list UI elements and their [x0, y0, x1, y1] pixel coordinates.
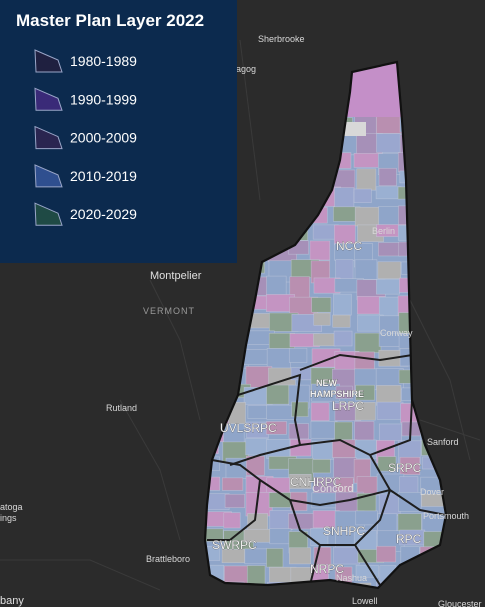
- town: [310, 402, 330, 422]
- legend-label: 1990-1999: [70, 91, 137, 107]
- place-label: ings: [0, 513, 17, 523]
- town: [378, 242, 401, 257]
- town: [335, 385, 353, 399]
- town: [266, 404, 295, 420]
- town: [354, 401, 376, 421]
- town: [334, 421, 353, 441]
- region-label: LRPC: [332, 399, 364, 413]
- town: [224, 493, 245, 508]
- town: [245, 438, 269, 456]
- legend-swatch: [34, 87, 63, 111]
- town: [332, 314, 351, 328]
- town: [205, 545, 221, 561]
- region-label: SRPC: [388, 461, 422, 475]
- region-label: RPC: [396, 532, 422, 546]
- town: [353, 188, 372, 203]
- background-roads: [0, 39, 481, 591]
- town: [377, 456, 397, 472]
- town: [245, 492, 273, 517]
- town: [266, 275, 287, 296]
- town: [334, 187, 355, 209]
- town: [310, 421, 338, 439]
- town: [313, 333, 337, 347]
- region-borders: [207, 353, 446, 586]
- place-label: VERMONT: [143, 306, 195, 316]
- legend-swatch: [34, 49, 63, 73]
- town: [288, 547, 312, 565]
- legend-title: Master Plan Layer 2022: [16, 11, 204, 30]
- place-label: Brattleboro: [146, 554, 190, 564]
- town: [291, 401, 309, 417]
- place-label: agog: [236, 64, 256, 74]
- town: [399, 456, 421, 475]
- place-label: Conway: [380, 328, 413, 338]
- place-label: Montpelier: [150, 270, 202, 282]
- town: [421, 493, 446, 507]
- town: [311, 492, 338, 509]
- place-label: Berlin: [372, 226, 395, 236]
- place-label: Rutland: [106, 403, 137, 413]
- place-label: atoga: [0, 502, 23, 512]
- legend-swatch: [34, 164, 63, 188]
- town: [377, 261, 402, 279]
- legend-label: 2020-2029: [70, 206, 137, 222]
- town: [223, 512, 241, 529]
- town: [376, 133, 401, 153]
- region-label: NRPC: [310, 562, 344, 576]
- region-label: UVLSRPC: [220, 421, 277, 435]
- place-label: Nashua: [336, 573, 367, 583]
- legend-label: 2010-2019: [70, 168, 137, 184]
- town: [333, 330, 353, 347]
- legend-swatch: [34, 202, 63, 226]
- town: [378, 167, 397, 187]
- legend-items: 1980-1989 1990-1999 2000-2009 2010-2019 2020…: [34, 49, 137, 226]
- place-label: Lowell: [352, 596, 378, 606]
- place-label: Dover: [420, 487, 444, 497]
- place-label: Sherbrooke: [258, 34, 305, 44]
- town: [205, 528, 224, 542]
- town: [221, 477, 244, 491]
- town: [355, 510, 378, 526]
- town: [376, 545, 397, 563]
- place-label: Sanford: [427, 437, 459, 447]
- town: [246, 565, 266, 586]
- town: [266, 548, 284, 568]
- legend-swatch: [34, 125, 63, 150]
- town: [355, 384, 375, 401]
- region-label: SNHPC: [323, 524, 365, 538]
- town: [269, 528, 292, 545]
- town: [288, 513, 317, 530]
- town: [354, 332, 382, 353]
- place-label: bany: [0, 595, 24, 607]
- legend-label: 2000-2009: [70, 130, 137, 146]
- town: [376, 401, 404, 420]
- town: [354, 259, 378, 280]
- town: [311, 297, 332, 313]
- town: [265, 421, 287, 435]
- town: [378, 423, 402, 442]
- town: [309, 240, 331, 261]
- town: [356, 168, 377, 191]
- town: [312, 459, 331, 474]
- state-label: NEW: [316, 378, 338, 388]
- legend: Master Plan Layer 2022 1980-1989 1990-199…: [0, 0, 237, 263]
- region-label: NCC: [336, 239, 362, 253]
- place-label: Concord: [312, 483, 354, 495]
- state-label: HAMPSHIRE: [310, 389, 364, 399]
- town: [288, 347, 308, 363]
- town: [289, 439, 312, 457]
- town: [376, 279, 401, 295]
- town: [313, 312, 331, 326]
- place-label: Portsmouth: [423, 511, 469, 521]
- place-label: Gloucester: [438, 599, 482, 607]
- town: [289, 473, 312, 489]
- legend-label: 1980-1989: [70, 53, 137, 69]
- town: [375, 186, 402, 200]
- town: [333, 293, 352, 316]
- region-label: SWRPC: [212, 538, 257, 552]
- region-label: CNHRPC: [290, 475, 342, 489]
